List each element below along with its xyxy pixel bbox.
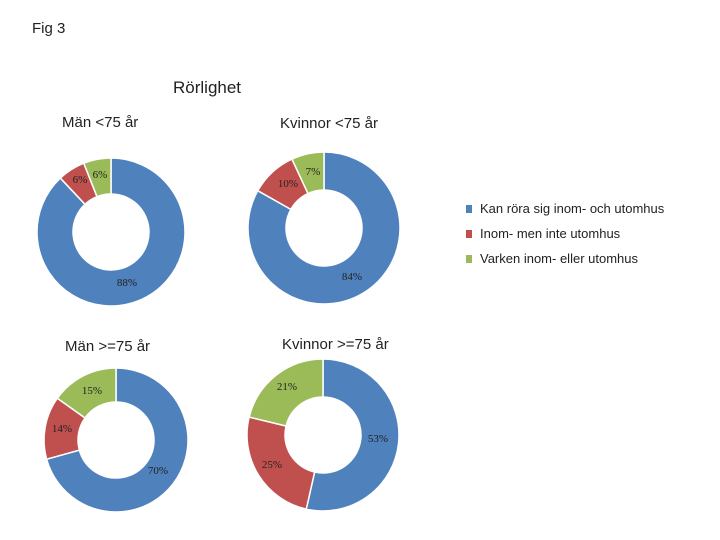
donut-title-men-under-75: Män <75 år [62,114,139,131]
donut-slice-kan-rora-sig [305,358,400,512]
donut-slice-varken [290,151,325,195]
donut-title-women-75-plus: Kvinnor >=75 år [282,336,389,353]
legend-item: Inom- men inte utomhus [466,221,664,246]
data-label-kan-rora-sig: 88% [117,277,137,289]
legend-label: Kan röra sig inom- och utomhus [480,201,665,216]
legend-label: Inom- men inte utomhus [480,226,621,241]
data-label-varken: 7% [306,166,321,178]
donut-title-men-75-plus: Män >=75 år [65,338,151,355]
data-label-varken: 21% [277,381,297,393]
donut-slice-kan-rora-sig [45,367,189,513]
data-label-inom-men-inte-utomhus: 25% [262,459,282,471]
data-label-kan-rora-sig: 70% [148,465,168,477]
legend-swatch-red [466,229,472,238]
donut-slice-kan-rora-sig [247,151,401,305]
legend-item: Kan röra sig inom- och utomhus [466,196,664,221]
donut-slice-varken [248,358,324,427]
data-label-inom-men-inte-utomhus: 10% [278,178,298,190]
data-label-inom-men-inte-utomhus: 6% [73,174,88,186]
data-label-kan-rora-sig: 53% [368,433,388,445]
donut-title-women-under-75: Kvinnor <75 år [280,115,378,132]
data-label-varken: 6% [93,169,108,181]
donut-slice-varken [56,367,117,420]
legend-swatch-blue [466,204,472,213]
legend-item: Varken inom- eller utomhus [466,246,664,271]
legend: Kan röra sig inom- och utomhus Inom- men… [466,196,664,271]
donut-slice-inom-men-inte-utomhus [246,416,316,511]
legend-swatch-green [466,254,472,263]
chart-title: Rörlighet [173,78,242,97]
donut-slice-kan-rora-sig [36,157,186,307]
donut-slice-varken [82,157,112,198]
legend-label: Varken inom- eller utomhus [480,251,638,266]
data-label-inom-men-inte-utomhus: 14% [52,423,72,435]
data-label-varken: 15% [82,385,102,397]
figure-label: Fig 3 [32,20,66,37]
data-label-kan-rora-sig: 84% [342,271,362,283]
